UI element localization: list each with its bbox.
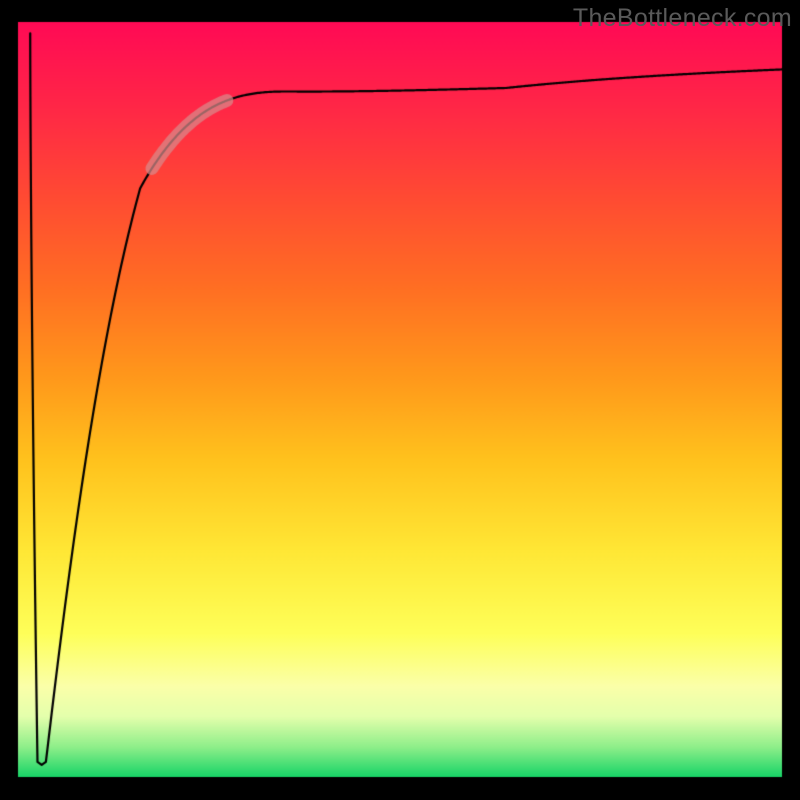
bottleneck-chart-canvas xyxy=(0,0,800,800)
watermark-text: TheBottleneck.com xyxy=(573,4,792,33)
chart-container: TheBottleneck.com xyxy=(0,0,800,800)
